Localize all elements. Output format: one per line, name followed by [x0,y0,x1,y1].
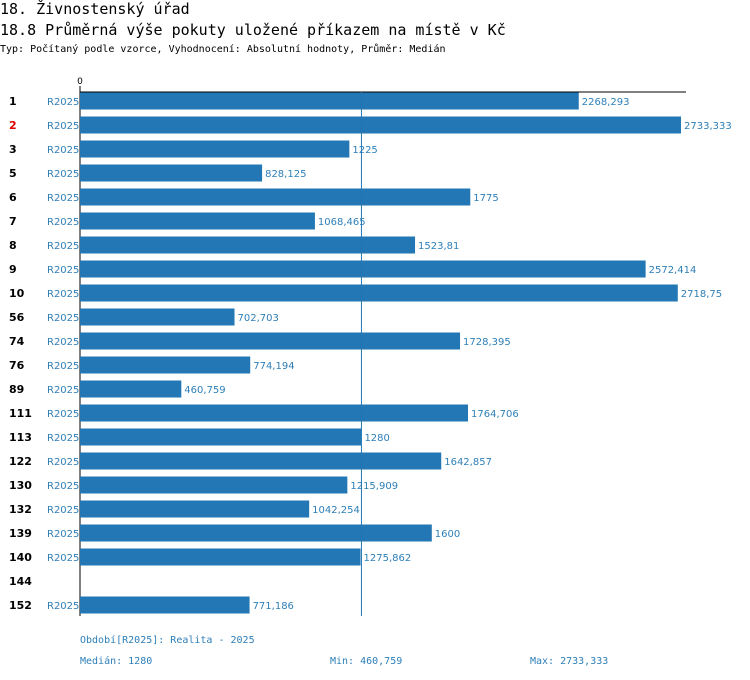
row-period-label: R2025 [47,97,79,108]
bar [80,284,678,302]
row-id-label: 8 [9,239,17,252]
bar-value-label: 702,703 [238,313,279,324]
bar [80,308,235,326]
bar-value-label: 2268,293 [582,97,630,108]
bar [80,548,361,566]
bar-value-label: 828,125 [265,169,306,180]
row-period-label: R2025 [47,121,79,132]
bar-value-label: 1215,909 [350,481,398,492]
row-period-label: R2025 [47,457,79,468]
row-id-label: 111 [9,407,32,420]
row-id-label: 130 [9,479,32,492]
row-id-label: 5 [9,167,17,180]
section-title: 18. Živnostenský úřad [0,0,190,18]
min-summary: Min: 460,759 [330,656,403,667]
bar-value-label: 1068,465 [318,217,366,228]
row-period-label: R2025 [47,505,79,516]
bar [80,524,432,542]
row-id-label: 139 [9,527,32,540]
bar-value-label: 774,194 [253,361,294,372]
median-summary: Medián: 1280 [80,656,153,667]
row-id-label: 9 [9,263,17,276]
axis-zero-label: 0 [77,77,83,87]
bar-value-label: 1280 [364,433,389,444]
bar [80,116,681,134]
bar [80,476,348,494]
bar [80,452,442,470]
row-period-label: R2025 [47,409,79,420]
bar [80,428,362,446]
bar [80,500,310,518]
bar-value-label: 1642,857 [444,457,492,468]
bar [80,332,461,350]
row-id-label: 10 [9,287,25,300]
bar-value-label: 1225 [352,145,377,156]
row-id-label: 74 [9,335,25,348]
row-id-label: 140 [9,551,32,564]
row-period-label: R2025 [47,481,79,492]
type-description: Typ: Počítaný podle vzorce, Vyhodnocení:… [0,44,446,55]
row-period-label: R2025 [47,217,79,228]
bar-value-label: 2572,414 [649,265,697,276]
row-id-label: 89 [9,383,24,396]
row-period-label: R2025 [47,529,79,540]
row-id-label: 132 [9,503,32,516]
bar [80,92,579,110]
row-period-label: R2025 [47,553,79,564]
bar-value-label: 2733,333 [684,121,732,132]
metric-title: 18.8 Průměrná výše pokuty uložené příkaz… [0,21,506,39]
row-period-label: R2025 [47,265,79,276]
bar [80,164,263,182]
bar-value-label: 1042,254 [312,505,360,516]
row-id-label: 56 [9,311,25,324]
bar-value-label: 771,186 [253,601,294,612]
row-id-label: 122 [9,455,32,468]
row-id-label: 7 [9,215,17,228]
bar-value-label: 1764,706 [471,409,519,420]
row-id-label: 76 [9,359,25,372]
bar-value-label: 1600 [435,529,460,540]
row-id-label: 1 [9,95,17,108]
row-period-label: R2025 [47,169,79,180]
bar-value-label: 1728,395 [463,337,511,348]
bar [80,404,469,422]
bar [80,188,471,206]
bar [80,356,251,374]
row-id-label: 6 [9,191,17,204]
row-period-label: R2025 [47,337,79,348]
row-id-label: 3 [9,143,17,156]
bar [80,260,646,278]
row-period-label: R2025 [47,361,79,372]
row-id-label: 144 [9,575,32,588]
bar [80,140,350,158]
row-period-label: R2025 [47,145,79,156]
row-period-label: R2025 [47,241,79,252]
bar [80,380,182,398]
bar-value-label: 2718,75 [681,289,722,300]
row-id-label: 2 [9,119,17,132]
bar-value-label: 460,759 [184,385,225,396]
row-id-label: 113 [9,431,32,444]
bar-value-label: 1775 [473,193,498,204]
bar-value-label: 1275,862 [364,553,412,564]
bar [80,212,315,230]
row-period-label: R2025 [47,433,79,444]
bar [80,236,416,254]
row-period-label: R2025 [47,313,79,324]
max-summary: Max: 2733,333 [530,656,609,667]
row-period-label: R2025 [47,193,79,204]
row-period-label: R2025 [47,601,79,612]
row-period-label: R2025 [47,385,79,396]
bar-value-label: 1523,81 [418,241,459,252]
bar [80,596,250,614]
row-id-label: 152 [9,599,32,612]
period-legend: Období[R2025]: Realita - 2025 [80,635,255,646]
row-period-label: R2025 [47,289,79,300]
